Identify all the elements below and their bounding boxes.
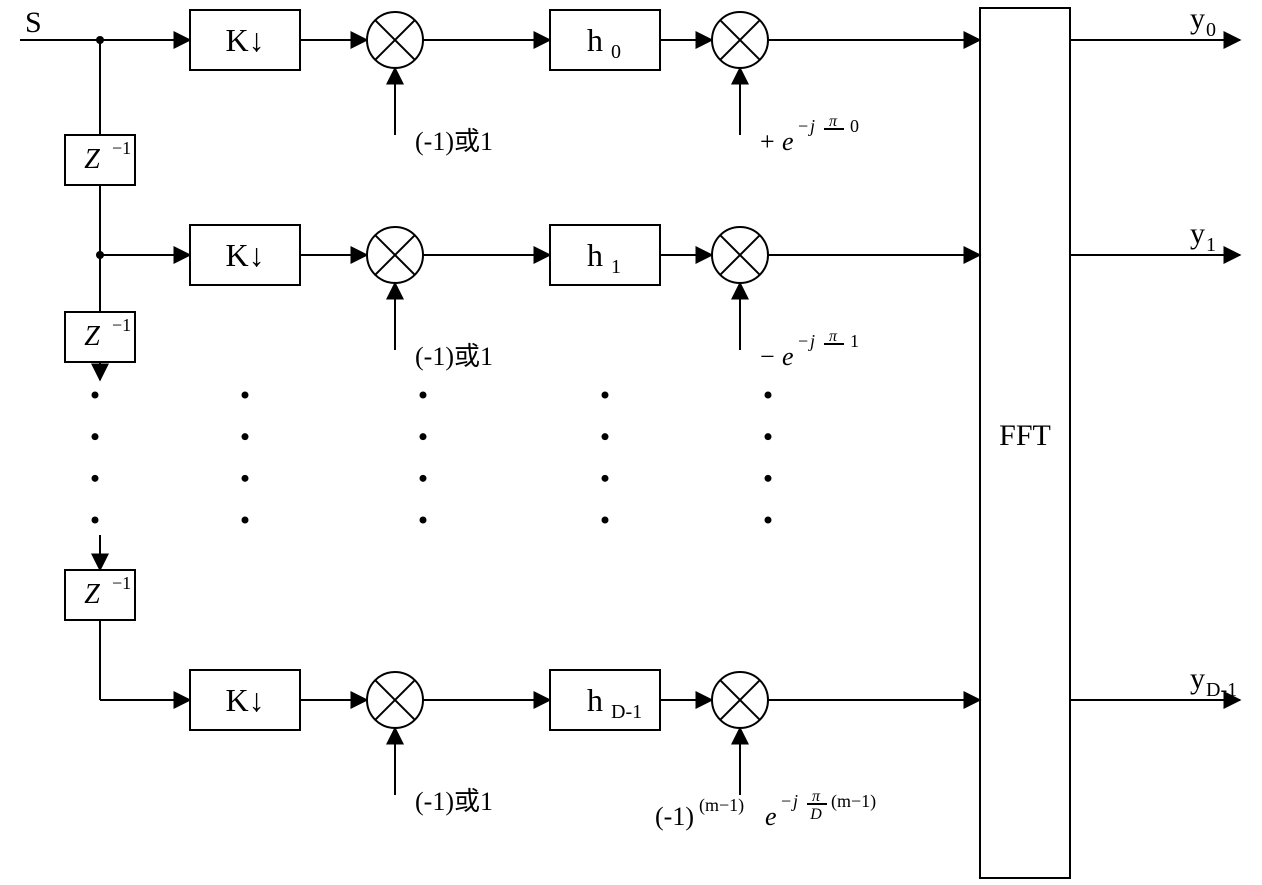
svg-text:e: e <box>765 802 777 831</box>
svg-text:−: − <box>760 342 775 371</box>
svg-text:h: h <box>587 682 603 718</box>
svg-text:1: 1 <box>1206 234 1216 256</box>
svg-text:1: 1 <box>611 256 621 278</box>
svg-text:y: y <box>1190 662 1205 695</box>
mult1-label-0: (-1)或1 <box>415 127 493 156</box>
svg-text:Z: Z <box>84 579 100 610</box>
svg-text:−1: −1 <box>112 573 131 593</box>
downsample-label-0: K↓ <box>225 22 264 58</box>
svg-text:π: π <box>829 328 838 345</box>
svg-text:−1: −1 <box>112 138 131 158</box>
input-label: S <box>25 6 42 39</box>
svg-text:−: − <box>798 116 808 136</box>
fft-label: FFT <box>999 419 1051 452</box>
svg-text:0: 0 <box>1206 19 1216 41</box>
filter-0 <box>550 10 660 70</box>
svg-text:−: − <box>798 331 808 351</box>
svg-text:Z: Z <box>84 144 100 175</box>
svg-text:Z: Z <box>84 321 100 352</box>
svg-text:0: 0 <box>850 116 859 136</box>
mult1-label-1: (-1)或1 <box>415 342 493 371</box>
svg-text:1: 1 <box>850 331 859 351</box>
svg-text:(-1): (-1) <box>655 802 694 831</box>
svg-text:j: j <box>791 791 798 811</box>
svg-text:(m−1): (m−1) <box>831 791 876 812</box>
svg-text:j: j <box>808 331 815 351</box>
svg-text:+: + <box>760 127 775 156</box>
downsample-label-2: K↓ <box>225 682 264 718</box>
svg-text:−1: −1 <box>112 315 131 335</box>
svg-text:y: y <box>1190 217 1205 250</box>
svg-text:(m−1): (m−1) <box>699 795 744 816</box>
svg-text:j: j <box>808 116 815 136</box>
filter-2 <box>550 670 660 730</box>
downsample-label-1: K↓ <box>225 237 264 273</box>
svg-text:−: − <box>781 791 791 811</box>
svg-text:D: D <box>809 806 822 823</box>
svg-text:0: 0 <box>611 41 621 63</box>
svg-text:y: y <box>1190 2 1205 35</box>
polyphase-fft-diagram: SZ−1Z−1Z−1FFTK↓(-1)或1h0+e−jπ0y0K↓(-1)或1h… <box>0 0 1262 885</box>
svg-text:e: e <box>782 342 794 371</box>
svg-text:D-1: D-1 <box>1206 679 1237 701</box>
svg-text:π: π <box>812 788 821 805</box>
svg-text:D-1: D-1 <box>611 701 642 723</box>
svg-text:π: π <box>829 113 838 130</box>
svg-text:e: e <box>782 127 794 156</box>
svg-text:h: h <box>587 22 603 58</box>
mult1-label-2: (-1)或1 <box>415 787 493 816</box>
svg-text:h: h <box>587 237 603 273</box>
filter-1 <box>550 225 660 285</box>
